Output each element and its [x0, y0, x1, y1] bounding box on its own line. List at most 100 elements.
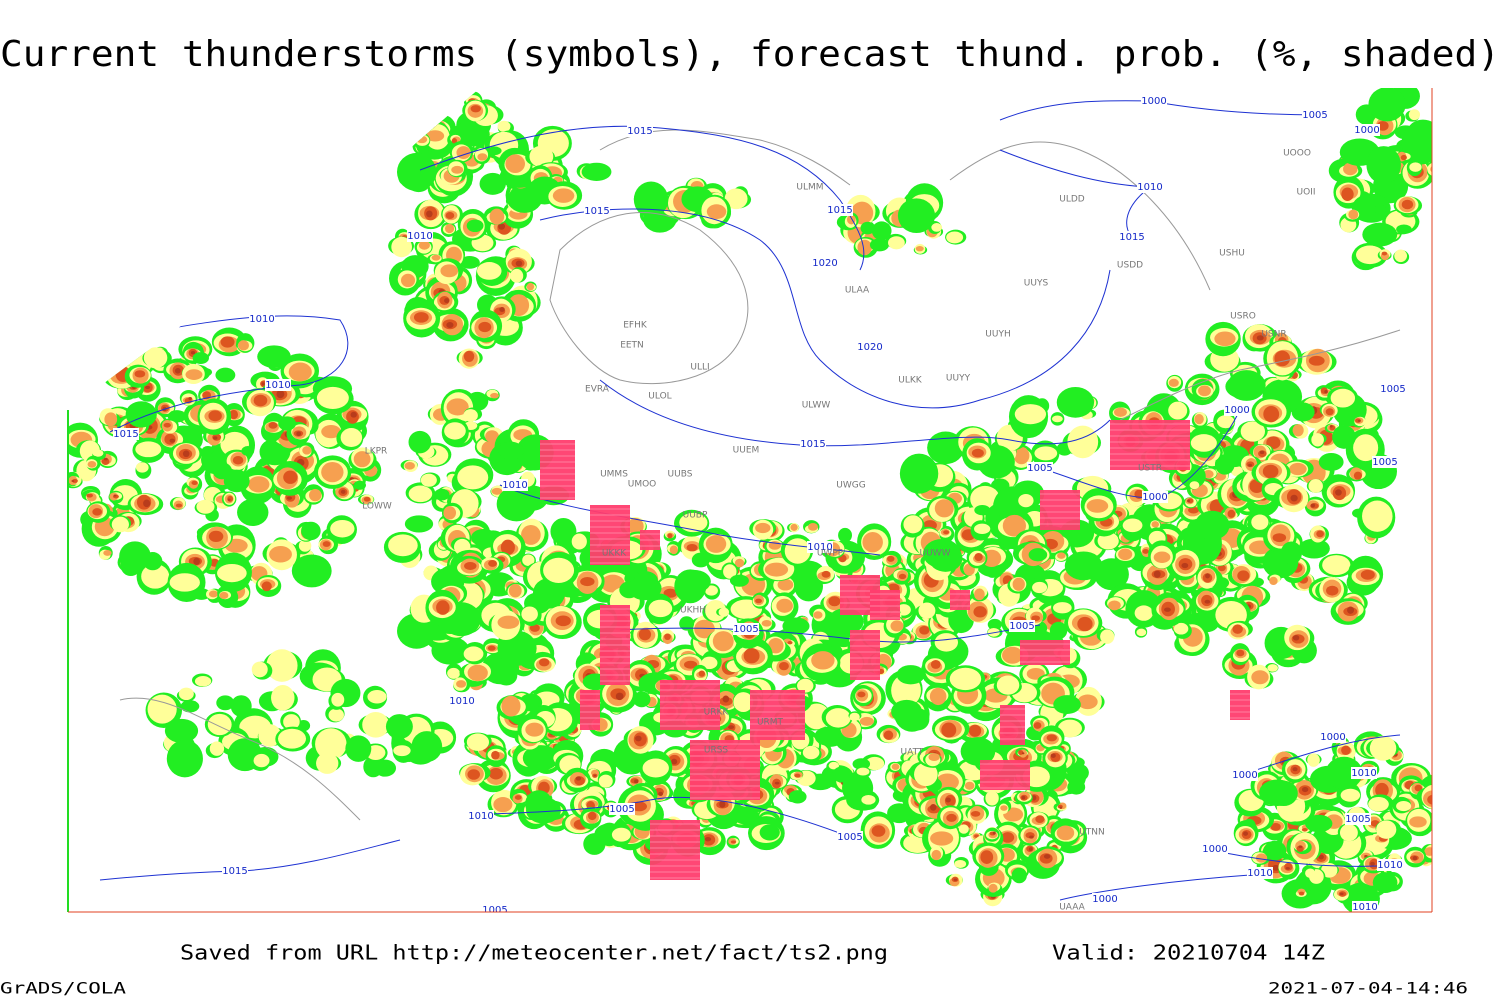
shade-blob — [642, 758, 669, 778]
shade-blob — [353, 451, 371, 468]
timestamp: 2021-07-04-14:46 — [1268, 979, 1468, 998]
shade-blob — [194, 676, 212, 687]
shade-blob — [759, 824, 780, 841]
shade-blob — [1053, 695, 1081, 714]
shade-blob — [1262, 464, 1279, 479]
shade-blob — [615, 692, 624, 701]
shade-blob — [871, 221, 892, 241]
isobar-label: 1000 — [1224, 405, 1249, 416]
shade-blob — [493, 797, 513, 813]
shade-blob — [71, 480, 75, 482]
station-label: UOOO — [1283, 149, 1311, 159]
isobar-label: 1010 — [265, 380, 290, 391]
shade-blob — [1057, 552, 1066, 559]
shade-blob — [1305, 814, 1333, 833]
shade-blob — [1051, 415, 1063, 423]
shade-blob — [1000, 805, 1008, 811]
shade-blob — [174, 367, 181, 374]
shade-blob — [857, 691, 866, 698]
shade-blob — [667, 533, 673, 539]
shade-blob — [487, 645, 496, 651]
shade-blob — [538, 658, 550, 667]
shade-blob — [729, 574, 749, 587]
shade-blob — [175, 503, 183, 508]
shade-blob — [278, 728, 307, 749]
shade-blob — [340, 489, 346, 494]
shade-blob — [768, 637, 784, 654]
shade-blob — [457, 465, 489, 490]
station-label: UUBS — [668, 470, 693, 480]
shade-blob — [450, 121, 490, 147]
shade-blob — [230, 695, 252, 717]
shade-blob — [134, 370, 146, 378]
station-label: UOII — [1297, 188, 1316, 198]
shade-blob — [929, 687, 947, 706]
station-label: UUYY — [946, 374, 971, 384]
shade-blob — [1053, 602, 1072, 614]
shade-blob — [525, 722, 544, 737]
shade-blob — [261, 382, 265, 386]
isobar-label: 1000 — [1142, 492, 1167, 503]
shade-blob — [543, 557, 575, 583]
shade-blob — [634, 779, 639, 784]
shade-blob — [587, 811, 597, 821]
shade-blob — [1205, 573, 1210, 579]
station-label: ULOL — [648, 392, 671, 402]
isobar-label: 1005 — [733, 624, 758, 635]
shade-blob — [101, 458, 110, 465]
shade-blob — [445, 212, 455, 219]
station-label: EETN — [620, 341, 644, 351]
shade-blob — [1324, 389, 1328, 394]
shade-blob — [782, 617, 810, 635]
shade-blob — [1263, 406, 1280, 423]
shade-blob — [135, 462, 149, 473]
isobar-label: 1000 — [1320, 732, 1345, 743]
shade-blob — [1056, 386, 1095, 418]
shade-blob — [237, 498, 269, 526]
shade-blob — [1370, 861, 1375, 866]
shade-blob — [444, 422, 466, 440]
shade-blob — [719, 800, 726, 808]
isobar-label: 1000 — [1141, 96, 1166, 107]
shade-blob — [953, 878, 958, 881]
shade-blob — [192, 352, 209, 365]
shade-blob — [125, 401, 157, 428]
shade-blob — [1043, 854, 1051, 859]
shade-blob — [1033, 722, 1042, 729]
shade-blob — [505, 154, 526, 174]
shade-blob — [941, 722, 957, 738]
shade-blob — [86, 493, 93, 498]
shade-blob — [674, 569, 707, 604]
isobar-label: 1005 — [1009, 621, 1034, 632]
shade-blob — [1136, 628, 1147, 637]
shade-blob — [1292, 767, 1298, 772]
shade-blob — [919, 625, 930, 635]
shade-blob — [891, 699, 923, 724]
shade-blob — [686, 543, 698, 552]
shade-blob — [1285, 867, 1290, 870]
shade-blob — [992, 831, 996, 835]
shade-blob — [529, 145, 554, 168]
shade-blob — [396, 152, 437, 192]
shade-blob — [400, 273, 416, 288]
shade-blob — [1340, 788, 1361, 802]
shade-blob — [593, 774, 597, 777]
shade-blob — [269, 546, 292, 563]
shade-blob — [1259, 779, 1296, 807]
isobar-label: 1010 — [1352, 902, 1377, 913]
shade-blob — [849, 712, 860, 722]
shade-blob — [499, 307, 505, 313]
shade-blob — [1326, 585, 1339, 596]
shade-blob — [838, 527, 852, 543]
shade-blob — [180, 700, 200, 713]
shade-blob — [1151, 521, 1160, 528]
shade-blob — [190, 351, 196, 355]
shade-blob — [444, 223, 455, 234]
shade-blob — [1396, 224, 1412, 234]
shade-blob — [374, 759, 397, 777]
station-label: UUYH — [985, 330, 1010, 340]
shade-blob — [778, 661, 789, 671]
shade-blob — [111, 516, 129, 533]
shade-blob — [774, 781, 780, 785]
shade-blob — [238, 340, 249, 351]
